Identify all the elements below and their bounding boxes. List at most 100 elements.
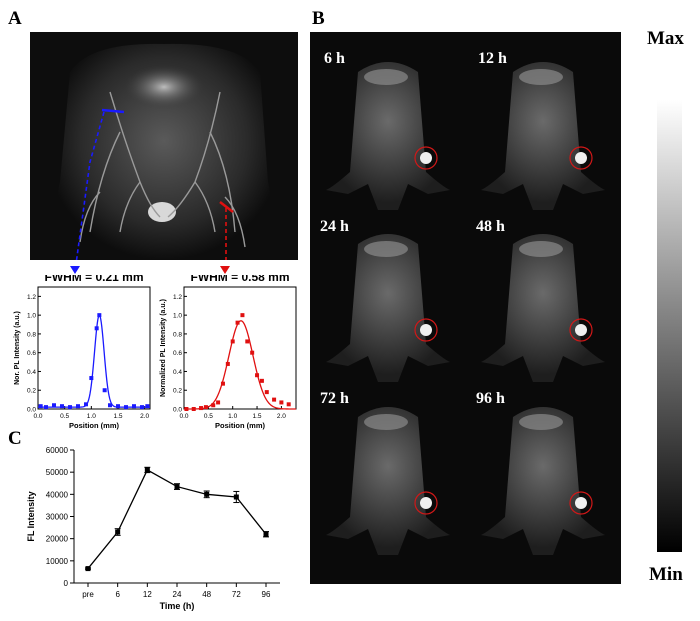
tumor-signal [420, 152, 432, 164]
plot1-xtick-label: 1.5 [113, 413, 122, 420]
c-xtick-label: 12 [143, 590, 152, 599]
plot1-data-point [38, 404, 43, 409]
mouse-body [326, 62, 450, 210]
plot1-data-point [108, 403, 112, 408]
mouse-image [481, 62, 605, 210]
vasculature-image-drawing [55, 43, 273, 265]
plot1-frame [37, 286, 151, 410]
mouse-shoulder-highlight [364, 414, 408, 430]
plot1-xlabel: Position (mm) [69, 421, 120, 430]
plot2-data-point [199, 406, 204, 411]
plot1-ytick-label: 0.2 [27, 388, 36, 395]
plot2-data-point [245, 339, 250, 344]
c-ytick-label: 0 [64, 579, 69, 588]
plot2-xtick-label: 1.5 [253, 413, 262, 420]
plot2-data-point [203, 405, 208, 410]
plot1-data-point [52, 403, 56, 408]
plot2-fit-curve [184, 320, 296, 410]
time-label-96h: 96 h [476, 390, 505, 407]
tumor-circle [414, 491, 438, 515]
plot2-xtick-label: 0.5 [204, 413, 213, 420]
panel-label-b: B [312, 8, 325, 29]
plot1-xtick-label: 1.0 [87, 413, 96, 420]
plot1-ytick-label: 0.6 [27, 350, 36, 357]
c-xlabel: Time (h) [160, 601, 195, 611]
plot1-data-point [116, 404, 120, 409]
plot2-xlabel: Position (mm) [215, 421, 266, 430]
mouse-image [326, 407, 450, 555]
c-ytick-label: 40000 [46, 490, 69, 499]
plot1-data-point [60, 404, 64, 409]
mouse-body [326, 234, 450, 382]
plot2-xtick-label: 2.0 [277, 413, 286, 420]
plot1-ytick-label: 1.2 [27, 294, 36, 301]
c-data-point [174, 484, 180, 490]
mouse-image [326, 234, 450, 382]
plot1-data-point [68, 405, 72, 410]
c-xtick-label: 24 [173, 590, 182, 599]
mouse-image [326, 62, 450, 210]
time-series-image-grid [310, 32, 621, 584]
plot2-data-point [230, 339, 235, 344]
plot1-fwhm-label: FWHM = 0.21 mm [44, 275, 143, 284]
colorbar-max-label: Max [647, 28, 684, 49]
plot1-data-point [124, 405, 128, 410]
fl-intensity-chart: 0 10000 20000 30000 40000 50000 60000 pre 6 12 24 4… [26, 446, 280, 611]
c-ytick-label: 10000 [46, 557, 69, 566]
plot2-data-point [272, 397, 277, 402]
tumor-circle [414, 318, 438, 342]
colorbar-min-label: Min [649, 564, 683, 585]
c-data-point [115, 529, 121, 535]
mouse-shoulder-highlight [519, 241, 563, 257]
plot2-xtick-label: 1.0 [228, 413, 237, 420]
tumor-signal [575, 152, 587, 164]
plot2-data-point [255, 373, 260, 378]
plot2-data-point [216, 400, 221, 405]
plot1-ytick-label: 0.0 [27, 407, 36, 414]
plot1-xtick-label: 0.0 [33, 413, 42, 420]
plot1-data-point [76, 404, 80, 409]
plot2-ytick-label: 0.2 [173, 388, 182, 395]
plot2-data-point [286, 402, 291, 407]
plot2-ytick-label: 0.8 [173, 331, 182, 338]
plot2-data-point [259, 378, 264, 383]
plot2-ytick-label: 0.4 [173, 369, 182, 376]
plot2-ytick-label: 0.6 [173, 350, 182, 357]
c-ytick-label: 60000 [46, 446, 69, 455]
profile-plot-blue: FWHM = 0.21 mm 0.0 0.5 1.0 1.5 2.0 0.0 0.2 0.4 0.… [14, 275, 151, 430]
plot1-data-point [84, 402, 88, 407]
mouse-shoulder-highlight [519, 69, 563, 85]
c-xtick-label: 48 [202, 590, 211, 599]
plot2-fwhm-label: FWHM = 0.58 mm [190, 275, 289, 284]
mouse-body [481, 234, 605, 382]
plot2-data-point [250, 350, 255, 355]
mouse-shoulder-highlight [519, 414, 563, 430]
plot2-data-point [211, 403, 216, 408]
plot2-data-point [264, 390, 269, 395]
c-xtick-label: pre [82, 590, 94, 599]
plot1-xtick-label: 0.5 [60, 413, 69, 420]
vasculature-image [30, 32, 298, 265]
time-label-12h: 12 h [478, 50, 507, 67]
plot2-ytick-label: 1.2 [173, 294, 182, 301]
mouse-body [481, 407, 605, 555]
plot2-data-point [279, 400, 284, 405]
tumor-signal [420, 324, 432, 336]
c-data-point [144, 467, 150, 473]
plot2-data-point [220, 381, 225, 386]
plot1-xtick-label: 2.0 [140, 413, 149, 420]
mouse-shoulder-highlight [364, 241, 408, 257]
plot1-data-point [94, 326, 99, 331]
plot2-xtick-label: 0.0 [179, 413, 188, 420]
plot2-data-point [191, 407, 196, 411]
tumor-circle [569, 491, 593, 515]
colorbar [657, 100, 682, 552]
c-xtick-label: 96 [262, 590, 271, 599]
mice-images [326, 62, 605, 555]
mouse-image [481, 407, 605, 555]
plot2-data-point [235, 320, 240, 325]
plot1-ytick-label: 0.4 [27, 369, 36, 376]
plot1-ytick-label: 0.8 [27, 331, 36, 338]
plot2-ytick-label: 0.0 [173, 407, 182, 414]
plot1-ylabel: Nor. PL Intensity (a.u.) [14, 311, 21, 385]
